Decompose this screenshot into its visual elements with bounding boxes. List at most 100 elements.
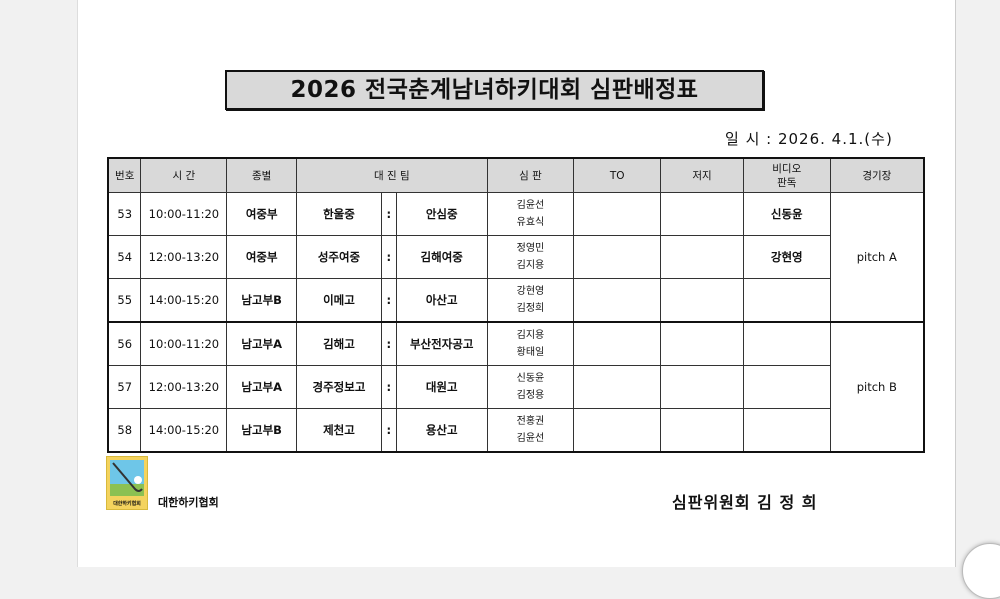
cell-time: 12:00-13:20 bbox=[140, 235, 228, 279]
hockey-association-logo: 대한하키협회 bbox=[106, 456, 148, 510]
cell-time: 10:00-11:20 bbox=[140, 192, 228, 236]
cell-to bbox=[573, 408, 662, 453]
referee-2: 김지용 bbox=[516, 260, 545, 271]
header-no: 번호 bbox=[107, 157, 142, 193]
cell-judge bbox=[660, 192, 744, 236]
table-row: 54 12:00-13:20 여중부 성주여중: 김해여중 정영민 김지용 강현영 bbox=[107, 235, 924, 279]
cell-video: 강현영 bbox=[742, 235, 831, 279]
cell-no: 54 bbox=[107, 235, 142, 279]
cell-judge bbox=[660, 365, 744, 409]
table-row: 55 14:00-15:20 남고부B 이메고: 아산고 강현영 김정희 bbox=[107, 278, 924, 323]
page-title: 2026 전국춘계남녀하키대회 심판배정표 bbox=[225, 70, 764, 110]
cell-to bbox=[573, 365, 662, 409]
cell-vs: : bbox=[380, 192, 397, 236]
cell-vs: : bbox=[380, 278, 397, 323]
referee-1: 전홍권 bbox=[516, 416, 545, 427]
floating-action-button[interactable] bbox=[962, 543, 1000, 599]
referee-1: 신동윤 bbox=[516, 373, 545, 384]
header-to: TO bbox=[573, 157, 662, 193]
table-row: 58 14:00-15:20 남고부B 제천고: 용산고 전홍권 김윤선 bbox=[107, 408, 924, 453]
cell-team2: 부산전자공고 bbox=[395, 321, 488, 366]
referee-2: 유효식 bbox=[516, 217, 545, 228]
cell-to bbox=[573, 321, 662, 366]
cell-judge bbox=[660, 408, 744, 453]
cell-to bbox=[573, 235, 662, 279]
cell-team2: 아산고 bbox=[395, 278, 488, 323]
cell-division: 남고부B bbox=[226, 278, 298, 323]
referee-2: 황태일 bbox=[516, 347, 545, 358]
cell-team1: 성주여중 bbox=[296, 235, 382, 279]
cell-no: 55 bbox=[107, 278, 142, 323]
cell-video bbox=[742, 321, 831, 366]
cell-division: 여중부 bbox=[226, 192, 298, 236]
signature: 심판위원회 김 정 희 bbox=[672, 493, 818, 512]
cell-video bbox=[742, 278, 831, 323]
referee-schedule-table: 번호 시 간 종별 대 진 팀 심 판 TO 저지 비디오 판독 경기장 53 10… bbox=[107, 157, 925, 453]
header-video: 비디오 판독 bbox=[742, 157, 831, 193]
cell-time: 14:00-15:20 bbox=[140, 278, 228, 323]
cell-division: 남고부A bbox=[226, 365, 298, 409]
cell-video bbox=[742, 365, 831, 409]
header-match: 대 진 팀 bbox=[296, 157, 488, 193]
cell-division: 남고부B bbox=[226, 408, 298, 453]
cell-venue: pitch B bbox=[829, 321, 925, 453]
cell-team1: 제천고 bbox=[296, 408, 382, 453]
cell-judge bbox=[660, 321, 744, 366]
cell-judge bbox=[660, 278, 744, 323]
cell-team1: 김해고 bbox=[296, 321, 382, 366]
header-video-line2: 판독 bbox=[777, 176, 797, 189]
cell-team2: 용산고 bbox=[395, 408, 488, 453]
cell-time: 10:00-11:20 bbox=[140, 321, 228, 366]
referee-1: 강현영 bbox=[516, 286, 545, 297]
cell-team1: 경주정보고 bbox=[296, 365, 382, 409]
header-video-line1: 비디오 bbox=[772, 162, 802, 175]
cell-vs: : bbox=[380, 365, 397, 409]
cell-time: 14:00-15:20 bbox=[140, 408, 228, 453]
table-row: 57 12:00-13:20 남고부A 경주정보고: 대원고 신동윤 김정용 bbox=[107, 365, 924, 409]
cell-no: 56 bbox=[107, 321, 142, 366]
header-division: 종별 bbox=[226, 157, 298, 193]
cell-team2: 안심중 bbox=[395, 192, 488, 236]
header-referee: 심 판 bbox=[486, 157, 575, 193]
cell-vs: : bbox=[380, 321, 397, 366]
logo-text: 대한하키협회 bbox=[113, 501, 141, 507]
cell-to bbox=[573, 192, 662, 236]
referee-2: 김정희 bbox=[516, 303, 545, 314]
cell-no: 58 bbox=[107, 408, 142, 453]
cell-vs: : bbox=[380, 408, 397, 453]
header-time: 시 간 bbox=[140, 157, 228, 193]
referee-2: 김정용 bbox=[516, 390, 545, 401]
referee-2: 김윤선 bbox=[516, 433, 545, 444]
cell-team2: 김해여중 bbox=[395, 235, 488, 279]
cell-team1: 한울중 bbox=[296, 192, 382, 236]
cell-time: 12:00-13:20 bbox=[140, 365, 228, 409]
referee-1: 정영민 bbox=[516, 243, 545, 254]
cell-venue: pitch A bbox=[829, 192, 925, 323]
cell-no: 53 bbox=[107, 192, 142, 236]
referee-1: 김지용 bbox=[516, 330, 545, 341]
cell-video bbox=[742, 408, 831, 453]
hockey-stick-icon bbox=[112, 462, 143, 492]
cell-division: 여중부 bbox=[226, 235, 298, 279]
cell-no: 57 bbox=[107, 365, 142, 409]
cell-judge bbox=[660, 235, 744, 279]
match-date: 일 시 : 2026. 4.1.(수) bbox=[725, 130, 893, 148]
header-row: 번호 시 간 종별 대 진 팀 심 판 TO 저지 비디오 판독 경기장 bbox=[107, 157, 925, 193]
cell-vs: : bbox=[380, 235, 397, 279]
header-judge: 저지 bbox=[660, 157, 744, 193]
cell-video: 신동윤 bbox=[742, 192, 831, 236]
cell-division: 남고부A bbox=[226, 321, 298, 366]
organization-name: 대한하키협회 bbox=[158, 496, 219, 509]
table-row: 56 10:00-11:20 남고부A 김해고: 부산전자공고 김지용 황태일 pitch B bbox=[107, 321, 925, 453]
table-row: 53 10:00-11:20 여중부 한울중: 안심중 김윤선 유효식 신동윤 pitch A bbox=[107, 192, 925, 323]
referee-1: 김윤선 bbox=[516, 200, 545, 211]
header-venue: 경기장 bbox=[829, 157, 925, 193]
cell-team2: 대원고 bbox=[395, 365, 488, 409]
cell-to bbox=[573, 278, 662, 323]
